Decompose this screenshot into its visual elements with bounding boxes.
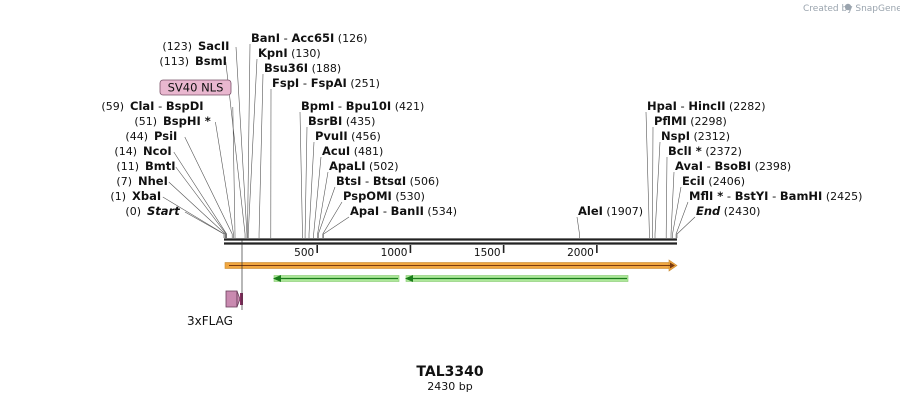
site-label: BclI * (2372)	[668, 144, 742, 158]
site-leader-line	[665, 156, 668, 238]
site-position: (123)	[162, 40, 192, 53]
site-label: SacII	[198, 39, 229, 53]
site-leader-line	[676, 216, 696, 238]
site-position: (11)	[116, 160, 139, 173]
ruler-tick-label: 500	[294, 247, 314, 259]
sv40-nls-label: SV40 NLS	[159, 79, 232, 96]
site-leader-line	[576, 216, 580, 238]
snapgene-credit: Created by SnapGene	[803, 4, 900, 14]
site-position: (7)	[116, 175, 132, 188]
site-label: BsrBI (435)	[308, 114, 375, 128]
site-label: MflI * - BstYI - BamHI (2425)	[689, 189, 862, 203]
site-leader-line	[323, 216, 350, 238]
site-leader-line	[173, 151, 227, 238]
site-label: HpaI - HincII (2282)	[647, 99, 766, 113]
site-label: NheI	[138, 174, 168, 188]
site-leader-line	[317, 171, 329, 238]
site-labels: (0) Start (1) XbaI(7) NheI(11) BmtI (14) NcoI(4…	[101, 31, 862, 218]
flag-label: 3xFLAG	[187, 314, 233, 328]
site-label: AcuI (481)	[322, 144, 383, 158]
site-leader-line	[672, 186, 682, 238]
snapgene-logo-icon	[844, 3, 852, 11]
orange-feature-arrow	[224, 259, 678, 272]
site-label: PspOMI (530)	[343, 189, 425, 203]
site-leader-line	[258, 73, 264, 238]
site-position: (0)	[125, 205, 141, 218]
site-position: (113)	[159, 55, 189, 68]
site-leader-line	[247, 43, 251, 238]
site-position: (44)	[125, 130, 148, 143]
site-leader-line	[247, 58, 258, 238]
svg-text:SV40 NLS: SV40 NLS	[168, 81, 224, 95]
site-label: AvaI - BsoBI (2398)	[675, 159, 791, 173]
site-label: AleI (1907)	[578, 204, 643, 218]
site-leader-lines	[162, 43, 696, 238]
site-position: (1)	[110, 190, 126, 203]
map-title: TAL3340	[416, 364, 483, 380]
site-label: FspI - FspAI (251)	[272, 76, 380, 90]
site-leader-line	[168, 181, 226, 238]
site-position: (59)	[101, 100, 124, 113]
site-label: Bsu36I (188)	[264, 61, 341, 75]
site-leader-line	[175, 166, 227, 238]
site-leader-line	[652, 126, 654, 238]
site-leader-line	[318, 186, 336, 238]
site-leader-line	[184, 136, 233, 238]
site-label: NcoI	[143, 144, 172, 158]
site-label: PflMI (2298)	[654, 114, 727, 128]
site-label: KpnI (130)	[258, 46, 321, 60]
site-label: BpmI - Bpu10I (421)	[301, 99, 424, 113]
site-label: BanI - Acc65I (126)	[251, 31, 367, 45]
ruler-tick-label: 2000	[567, 247, 594, 259]
site-leader-line	[670, 171, 675, 238]
site-leader-line	[215, 121, 234, 238]
site-label: XbaI	[132, 189, 161, 203]
site-leader-line	[304, 126, 308, 238]
green-feature-arrow-2	[405, 275, 629, 282]
site-leader-line	[654, 141, 661, 238]
site-label: BtsI - BtsαI (506)	[336, 174, 439, 188]
site-leader-line	[322, 201, 343, 238]
ruler-ticks: 500 1000 1500 2000	[294, 245, 598, 259]
site-label: ClaI - BspDI	[130, 99, 204, 113]
site-label: EciI (2406)	[682, 174, 745, 188]
site-leader-line	[645, 111, 650, 238]
site-label: BspHI *	[163, 114, 211, 128]
dna-backbone	[224, 238, 677, 245]
site-label: PsiI	[154, 129, 177, 143]
site-label: End (2430)	[696, 204, 760, 218]
site-leader-line	[308, 141, 315, 238]
ruler-tick-label: 1500	[474, 247, 501, 259]
site-label: Start	[147, 204, 180, 218]
site-position: (14)	[114, 145, 137, 158]
site-label: ApaI - BanII (534)	[350, 204, 457, 218]
site-leader-line	[299, 111, 303, 238]
site-label: ApaLI (502)	[329, 159, 399, 173]
site-label: NspI (2312)	[661, 129, 730, 143]
site-leader-line	[675, 201, 689, 238]
site-leader-line	[232, 106, 236, 238]
site-leader-line	[184, 211, 225, 238]
site-label: PvuII (456)	[315, 129, 381, 143]
ruler-tick-label: 1000	[381, 247, 408, 259]
site-leader-line	[225, 61, 246, 238]
flag-feature	[225, 240, 243, 310]
site-leader-line	[162, 196, 225, 238]
site-leader-line	[313, 156, 322, 238]
site-label: BsmI	[195, 54, 227, 68]
site-label: BmtI	[145, 159, 176, 173]
site-position: (51)	[134, 115, 157, 128]
site-leader-line	[235, 46, 248, 238]
map-length: 2430 bp	[427, 380, 472, 393]
green-feature-arrow-1	[273, 275, 400, 282]
